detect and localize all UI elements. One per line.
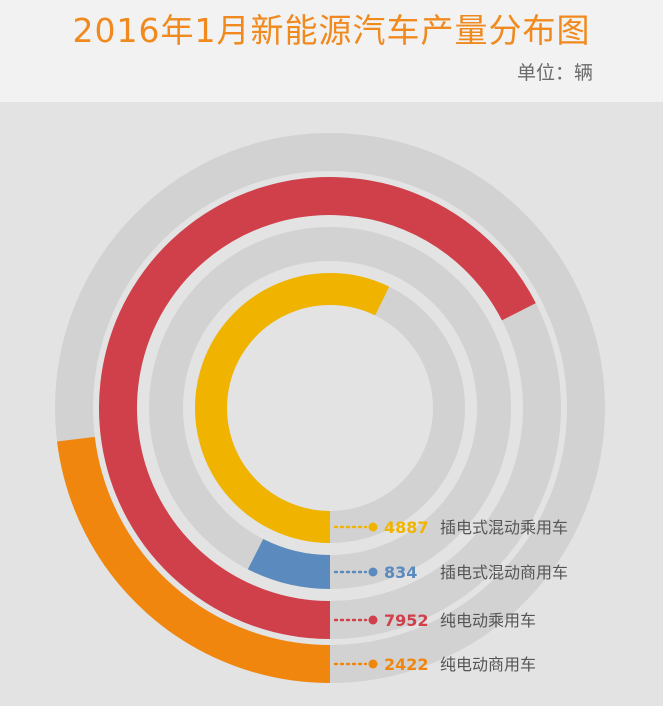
unit-label: 单位：辆 bbox=[516, 62, 593, 84]
category-label: 插电式混动乘用车 bbox=[440, 518, 568, 537]
leader-dot bbox=[368, 615, 378, 625]
category-label: 纯电动乘用车 bbox=[440, 611, 536, 630]
leader-dot bbox=[368, 522, 378, 532]
legend-item-4: 2422 纯电动商用车 bbox=[333, 655, 536, 674]
value-label: 2422 bbox=[384, 655, 429, 674]
category-label: 插电式混动商用车 bbox=[440, 563, 568, 582]
value-label: 834 bbox=[384, 563, 417, 582]
bar-arc-2 bbox=[247, 538, 331, 589]
value-label: 4887 bbox=[384, 518, 429, 537]
leader-dot bbox=[368, 659, 378, 669]
legend-item-1: 4887 插电式混动乘用车 bbox=[333, 518, 568, 537]
radial-bar-chart: 4887 插电式混动乘用车 834 插电式混动商用车 7952 纯电动乘用车 2422 纯电动… bbox=[55, 133, 605, 683]
bar-arc-3 bbox=[99, 177, 536, 639]
value-label: 7952 bbox=[384, 611, 429, 630]
legend-item-2: 834 插电式混动商用车 bbox=[333, 563, 568, 582]
legend-item-3: 7952 纯电动乘用车 bbox=[333, 611, 536, 630]
bar-arc-4 bbox=[57, 436, 331, 683]
category-label: 纯电动商用车 bbox=[440, 655, 536, 674]
chart-title: 2016年1月新能源汽车产量分布图 bbox=[72, 11, 591, 50]
bar-arc-1 bbox=[195, 273, 390, 543]
header-band: 2016年1月新能源汽车产量分布图 单位：辆 bbox=[0, 0, 663, 102]
leader-dot bbox=[368, 567, 378, 577]
